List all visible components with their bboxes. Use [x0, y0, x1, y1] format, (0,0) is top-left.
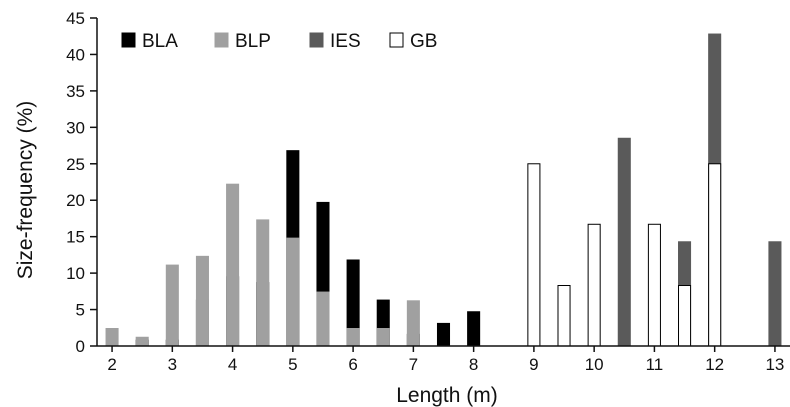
y-tick-label: 20 — [66, 191, 85, 210]
y-tick-label: 5 — [76, 301, 85, 320]
bar-blp — [256, 219, 270, 347]
bar-bla — [436, 322, 451, 347]
legend-swatch-blp — [214, 32, 229, 48]
x-tick-label: 4 — [228, 355, 237, 374]
bar-blp — [376, 328, 390, 347]
y-axis-title: Size-frequency (%) — [14, 101, 37, 280]
bar-blp — [105, 328, 119, 347]
x-axis-title: Length (m) — [396, 384, 498, 407]
bar-gb — [587, 223, 601, 347]
y-tick-label: 25 — [66, 155, 85, 174]
legend-swatch-bla — [121, 32, 136, 48]
bar-blp — [406, 300, 420, 347]
bar-blp — [226, 183, 240, 347]
legend-label-blp: BLP — [235, 31, 271, 52]
bar-blp — [346, 328, 360, 347]
x-tick-label: 7 — [409, 355, 418, 374]
bar-ies — [768, 241, 782, 347]
x-tick-label: 9 — [529, 355, 538, 374]
bar-gb — [708, 163, 722, 347]
legend-label-bla: BLA — [142, 31, 178, 52]
y-axis-ticks: 0 5 10 15 20 25 30 35 40 45 — [66, 9, 97, 356]
bar-ies — [617, 137, 631, 347]
legend-label-gb: GB — [410, 31, 437, 52]
x-tick-label: 5 — [288, 355, 297, 374]
bar-gb — [557, 285, 571, 347]
x-tick-label: 2 — [107, 355, 116, 374]
y-tick-label: 35 — [66, 82, 85, 101]
x-tick-label: 13 — [765, 355, 784, 374]
bar-blp — [135, 336, 149, 347]
y-tick-label: 0 — [76, 337, 85, 356]
legend-swatch-gb — [389, 32, 404, 48]
bar-blp — [286, 237, 300, 347]
x-axis-ticks: 2 3 4 5 6 7 8 9 10 11 12 13 — [107, 346, 784, 374]
bar-blp — [195, 255, 209, 347]
legend: BLA BLP IES GB — [121, 31, 437, 52]
x-tick-label: 12 — [705, 355, 724, 374]
x-tick-label: 11 — [646, 355, 664, 374]
bar-gb — [647, 223, 661, 347]
legend-label-ies: IES — [330, 31, 361, 52]
bar-bla — [467, 311, 481, 347]
bar-gb — [527, 163, 541, 347]
x-tick-label: 10 — [585, 355, 604, 374]
y-tick-label: 30 — [66, 118, 85, 137]
legend-swatch-ies — [309, 32, 324, 48]
x-tick-label: 3 — [168, 355, 177, 374]
y-tick-label: 10 — [66, 264, 85, 283]
y-tick-label: 15 — [66, 228, 85, 247]
y-tick-label: 40 — [66, 45, 85, 64]
y-tick-label: 45 — [66, 9, 85, 28]
bar-blp — [165, 264, 179, 347]
x-tick-label: 6 — [348, 355, 357, 374]
bars-layer — [105, 33, 782, 347]
bar-gb — [678, 285, 692, 347]
x-tick-label: 8 — [469, 355, 478, 374]
bar-blp — [316, 291, 330, 347]
